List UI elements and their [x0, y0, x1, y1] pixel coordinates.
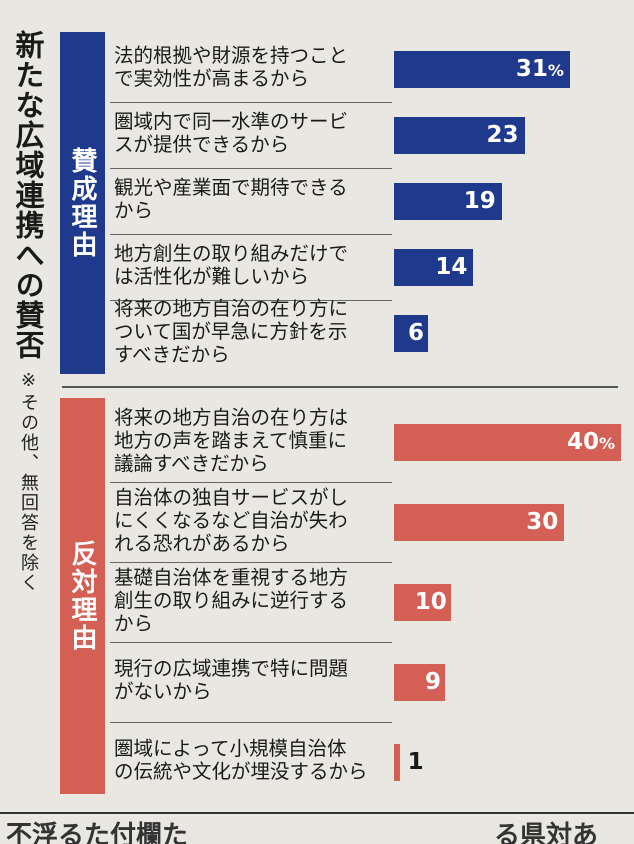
bar: [394, 182, 502, 220]
row-separator: [110, 722, 392, 723]
bar: [394, 50, 570, 88]
unit-label: %: [547, 60, 564, 80]
bar: [394, 248, 474, 286]
bar: [394, 314, 429, 352]
data-label: 23: [486, 121, 519, 148]
bar: [394, 743, 400, 781]
bar: [394, 423, 621, 461]
data-label: 19: [463, 187, 496, 214]
row-separator: [110, 562, 392, 563]
group-label-for: 賛成理由: [60, 32, 105, 374]
category-label: 現行の広域連携で特に問題 がないから: [114, 657, 349, 703]
category-label: 観光や産業面で期待できる から: [114, 176, 348, 222]
row-separator: [110, 102, 392, 103]
row-separator: [110, 642, 392, 643]
data-label: 1: [407, 748, 424, 775]
category-label: 基礎自治体を重視する地方 創生の取り組みに逆行する から: [114, 565, 349, 635]
bar: [394, 663, 446, 701]
data-label: 14: [435, 253, 468, 280]
footer-text-left: 不浮るた付欄た: [6, 821, 189, 844]
data-label: 9: [425, 668, 442, 695]
bar: [394, 583, 451, 621]
category-label: 将来の地方自治の在り方は 地方の声を踏まえて慎重に 議論すべきだから: [114, 405, 349, 475]
unit-label: %: [598, 433, 615, 453]
bar: [394, 116, 525, 154]
data-label: 10: [414, 588, 447, 615]
chart-title: 新たな広域連携への賛否: [11, 30, 45, 360]
group-label-against: 反対理由: [60, 398, 105, 794]
category-label: 自治体の独自サービスがし にくくなるなど自治が失わ れる恐れがあるから: [114, 485, 349, 555]
data-label: 31%: [515, 55, 564, 82]
category-label: 法的根拠や財源を持つこと で実効性が高まるから: [114, 44, 349, 90]
footer-text-right: る県対あ: [494, 821, 599, 844]
data-label: 30: [526, 508, 559, 535]
bottom-rule: [0, 812, 634, 814]
category-label: 地方創生の取り組みだけで は活性化が難しいから: [114, 242, 349, 288]
row-separator: [110, 234, 392, 235]
chart-note: ※その他、無回答を除く: [18, 370, 39, 593]
bar: [394, 503, 565, 541]
data-label: 6: [408, 319, 425, 346]
row-separator: [110, 482, 392, 483]
row-separator: [110, 300, 392, 301]
category-label: 圏域内で同一水準のサービ スが提供できるから: [114, 110, 349, 156]
row-separator: [110, 168, 392, 169]
group-divider: [62, 386, 618, 388]
category-label: 圏域によって小規模自治体 の伝統や文化が埋没するから: [114, 737, 368, 783]
data-label: 40%: [566, 428, 615, 455]
category-label: 将来の地方自治の在り方に ついて国が早急に方針を示 すべきだから: [114, 296, 349, 366]
